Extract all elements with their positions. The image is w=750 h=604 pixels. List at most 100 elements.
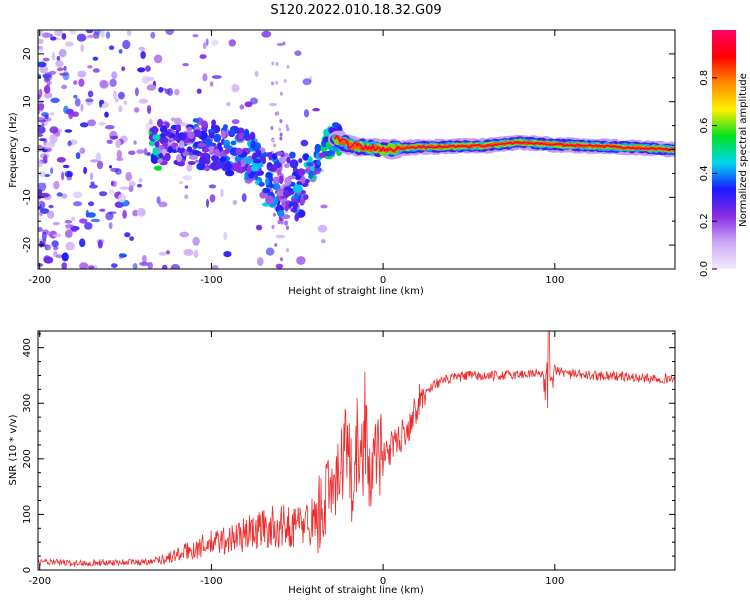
noise-blob [132,209,139,217]
cluster-blob [177,146,185,154]
noise-blob [143,148,148,156]
noise-blob [276,42,284,47]
cluster-blob [287,175,296,180]
cluster-blob [157,158,163,164]
noise-blob [279,132,283,137]
noise-blob [279,119,283,124]
noise-blob [89,172,94,181]
cluster-blob [174,117,182,125]
noise-blob [115,168,122,175]
noise-blob [54,30,64,36]
cluster-blob [217,142,222,148]
snr-xlabel: Height of straight line (km) [288,585,424,596]
cluster-blob [303,194,309,200]
cluster-blob [157,118,163,128]
noise-blob [66,176,72,181]
y-tick-label: 10 [22,95,33,108]
cluster-blob [187,161,196,165]
x-tick-label: 0 [380,576,386,587]
noise-blob [46,80,53,85]
cluster-blob [152,147,159,156]
spectrogram-marks [38,30,675,269]
x-tick-label: 100 [545,576,564,587]
noise-blob [67,140,72,147]
cluster-blob [201,148,210,153]
snr-ylabel: SNR (10 * v/v) [8,414,19,485]
noise-blob [43,85,51,94]
noise-blob [76,33,87,42]
noise-blob [158,201,168,208]
noise-blob [111,263,118,268]
cluster-blob [152,134,161,141]
noise-blob [202,73,208,82]
noise-blob [74,98,81,107]
noise-blob [300,139,309,147]
colorbar-gradient [712,30,736,269]
ridge-layer [334,135,675,153]
noise-blob [98,121,106,126]
y-tick-label: 0 [22,567,33,573]
noise-blob [280,257,283,262]
cluster-blob [227,130,236,135]
spectrogram-xlabel: Height of straight line (km) [288,286,424,297]
noise-blob [269,102,277,107]
noise-blob [273,212,276,217]
noise-blob [38,170,46,178]
cluster-blob [187,131,195,140]
noise-blob [294,50,302,56]
noise-blob [285,124,289,129]
colorbar-ticks: 0.0 0.2 0.4 0.6 0.8 [699,70,717,277]
noise-blob [41,112,49,117]
noise-blob [50,36,57,41]
cluster-blob [290,160,297,167]
noise-blob [77,70,87,78]
noise-blob [64,170,74,178]
noise-blob [270,126,274,130]
noise-blob [228,39,236,47]
noise-blobs [38,30,328,269]
cluster-blob [213,133,222,143]
cluster-blob [259,154,266,162]
noise-blob [73,94,78,99]
noise-blob [119,186,129,190]
noise-blob [90,159,99,163]
noise-blob [115,139,121,148]
snr-frame [37,330,676,571]
cluster-blob [197,142,207,148]
cluster-blob [219,156,227,162]
noise-blob [117,91,125,100]
noise-blob [184,194,189,199]
noise-blob [146,152,151,156]
noise-blob [99,99,105,105]
cluster-blob [167,146,173,154]
noise-blob [211,39,219,46]
noise-blob [79,147,86,154]
cluster-blob [164,131,172,137]
cluster-blob [162,142,169,147]
cluster-blob [265,177,270,186]
noise-blob [165,30,174,36]
noise-blob [110,180,114,187]
noise-blob [275,263,284,269]
cluster-blob [305,162,314,167]
cluster-blob [265,195,274,205]
noise-blob [220,188,224,198]
noise-blob [282,41,286,46]
noise-blob [149,118,153,125]
cluster-blob [186,126,193,131]
noise-blob [284,220,289,226]
noise-blob [79,238,86,248]
cluster-blob [222,124,228,130]
cluster-blob [316,159,321,166]
noise-blob [136,149,145,154]
noise-blob [133,140,137,145]
cluster-blob [332,147,341,152]
noise-blob [99,208,106,212]
cluster-blob [192,129,202,138]
cluster-blob [176,154,183,163]
noise-blob [111,71,118,80]
noise-blob [128,180,136,187]
